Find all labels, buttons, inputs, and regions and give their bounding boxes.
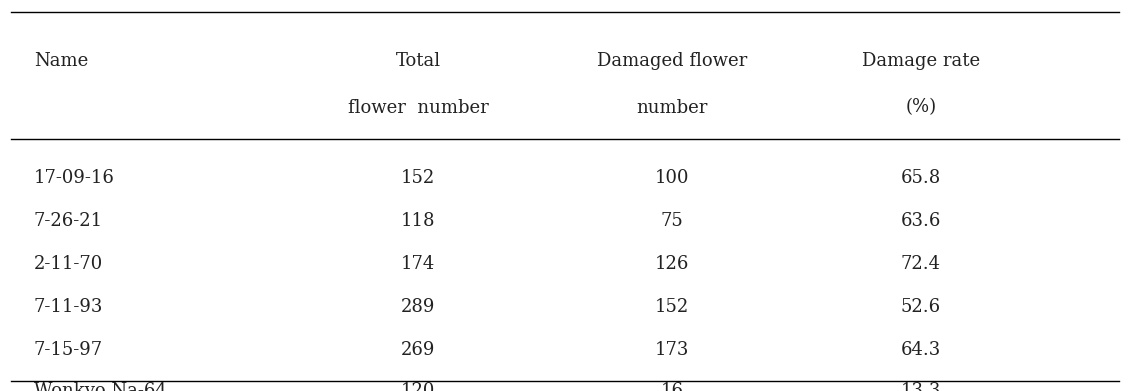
Text: 126: 126 — [655, 255, 689, 273]
Text: 173: 173 — [655, 341, 689, 359]
Text: 72.4: 72.4 — [901, 255, 941, 273]
Text: 75: 75 — [661, 212, 684, 230]
Text: 7-15-97: 7-15-97 — [34, 341, 103, 359]
Text: 17-09-16: 17-09-16 — [34, 169, 115, 187]
Text: 52.6: 52.6 — [901, 298, 941, 316]
Text: 65.8: 65.8 — [901, 169, 941, 187]
Text: 120: 120 — [401, 382, 435, 391]
Text: flower  number: flower number — [348, 99, 488, 117]
Text: 13.3: 13.3 — [901, 382, 941, 391]
Text: (%): (%) — [905, 99, 937, 117]
Text: 118: 118 — [401, 212, 435, 230]
Text: Damage rate: Damage rate — [862, 52, 980, 70]
Text: 2-11-70: 2-11-70 — [34, 255, 103, 273]
Text: 152: 152 — [401, 169, 435, 187]
Text: Damaged flower: Damaged flower — [598, 52, 747, 70]
Text: 16: 16 — [661, 382, 684, 391]
Text: 174: 174 — [401, 255, 435, 273]
Text: 152: 152 — [655, 298, 689, 316]
Text: 64.3: 64.3 — [901, 341, 941, 359]
Text: 269: 269 — [401, 341, 435, 359]
Text: 63.6: 63.6 — [901, 212, 941, 230]
Text: Name: Name — [34, 52, 88, 70]
Text: Wonkyo Na-64: Wonkyo Na-64 — [34, 382, 166, 391]
Text: 7-11-93: 7-11-93 — [34, 298, 103, 316]
Text: 100: 100 — [655, 169, 689, 187]
Text: 289: 289 — [401, 298, 435, 316]
Text: Total: Total — [396, 52, 441, 70]
Text: number: number — [636, 99, 709, 117]
Text: 7-26-21: 7-26-21 — [34, 212, 103, 230]
